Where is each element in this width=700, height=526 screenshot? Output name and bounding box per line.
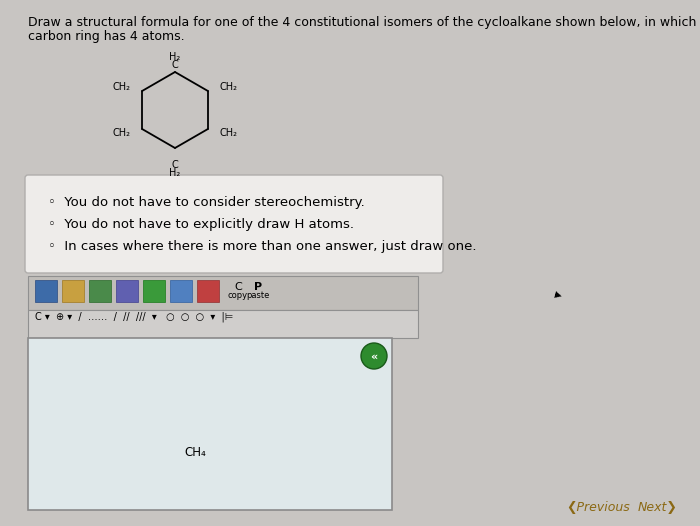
Text: C ▾  ⊕ ▾  /  ……  /  //  ///  ▾   ○  ○  ○  ▾  |⊨: C ▾ ⊕ ▾ / …… / // /// ▾ ○ ○ ○ ▾ |⊨	[35, 311, 233, 321]
Bar	[62, 280, 84, 302]
Bar	[143, 280, 165, 302]
FancyBboxPatch shape	[25, 175, 443, 273]
Text: CH₂: CH₂	[220, 128, 238, 138]
Text: copy: copy	[228, 291, 248, 300]
Text: C: C	[172, 160, 178, 170]
Bar	[28, 276, 418, 310]
Text: CH₂: CH₂	[112, 82, 130, 92]
Text: ❮Previous: ❮Previous	[566, 501, 630, 514]
Text: C: C	[172, 60, 178, 70]
Bar	[116, 280, 138, 302]
Text: P: P	[254, 282, 262, 292]
Bar	[28, 338, 392, 510]
Bar	[89, 280, 111, 302]
Text: Draw a structural formula for one of the 4 constitutional isomers of the cycloal: Draw a structural formula for one of the…	[28, 16, 700, 29]
Text: C: C	[234, 282, 242, 292]
Text: H₂: H₂	[169, 52, 181, 62]
Text: CH₄: CH₄	[184, 446, 206, 459]
Text: ◦  In cases where there is more than one answer, just draw one.: ◦ In cases where there is more than one …	[48, 240, 477, 253]
Bar	[170, 280, 192, 302]
Text: Next❯: Next❯	[638, 501, 678, 514]
Text: carbon ring has 4 atoms.: carbon ring has 4 atoms.	[28, 30, 185, 43]
Text: paste: paste	[246, 291, 270, 300]
Bar	[28, 310, 418, 338]
Text: «: «	[370, 352, 377, 362]
Text: CH₂: CH₂	[220, 82, 238, 92]
Bar	[197, 280, 219, 302]
Text: ◦  You do not have to explicitly draw H atoms.: ◦ You do not have to explicitly draw H a…	[48, 218, 354, 231]
Text: ▸: ▸	[553, 287, 564, 302]
Text: CH₂: CH₂	[112, 128, 130, 138]
Bar	[35, 280, 57, 302]
Text: ◦  You do not have to consider stereochemistry.: ◦ You do not have to consider stereochem…	[48, 196, 365, 209]
Text: H₂: H₂	[169, 168, 181, 178]
Circle shape	[361, 343, 387, 369]
